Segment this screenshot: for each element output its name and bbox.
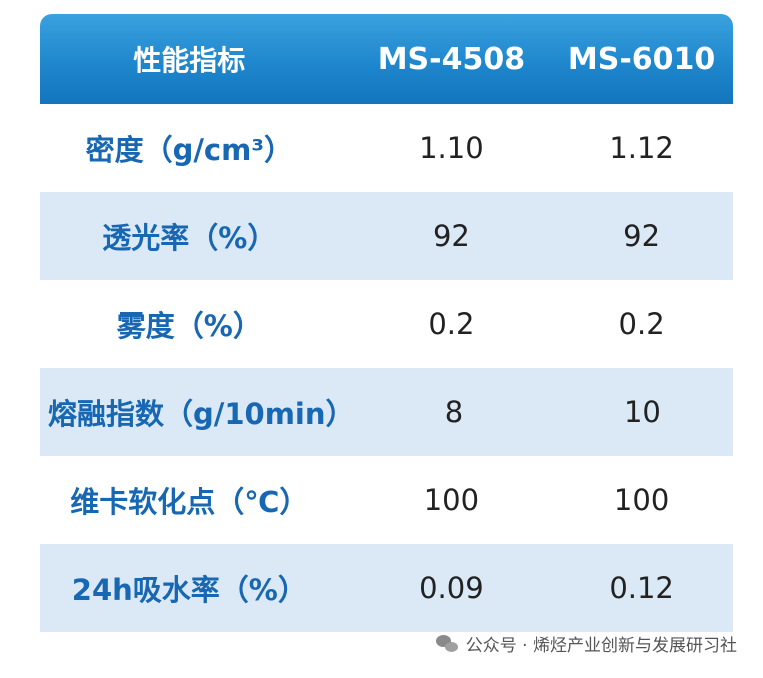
header-ms4508: MS-4508	[377, 41, 526, 77]
row-value-ms4508: 0.2	[428, 307, 475, 341]
table-row: 24h吸水率（%） 0.09 0.12	[40, 544, 733, 632]
wechat-icon	[435, 634, 460, 653]
row-value-ms4508: 92	[432, 219, 470, 253]
row-label: 维卡软化点（℃）	[70, 485, 309, 519]
row-label: 雾度（%）	[116, 309, 262, 343]
properties-table: 性能指标 MS-4508 MS-6010 密度（g/cm³） 1.10 1.12…	[40, 14, 733, 658]
table-row: 维卡软化点（℃） 100 100	[40, 456, 733, 544]
row-label: 24h吸水率（%）	[71, 573, 307, 607]
watermark-text: 公众号 · 烯烃产业创新与发展研习社	[465, 636, 737, 656]
row-label: 密度（g/cm³）	[85, 133, 294, 167]
header-property: 性能指标	[133, 44, 246, 77]
row-value-ms4508: 100	[423, 483, 480, 517]
row-value-ms6010: 92	[623, 219, 661, 253]
header-ms6010: MS-6010	[567, 41, 716, 77]
watermark: 公众号 · 烯烃产业创新与发展研习社	[435, 631, 737, 656]
row-value-ms4508: 0.09	[419, 571, 484, 605]
row-value-ms6010: 0.12	[609, 571, 674, 605]
row-value-ms4508: 8	[444, 395, 464, 429]
row-value-ms6010: 100	[613, 483, 670, 517]
table-row: 熔融指数（g/10min） 8 10	[40, 368, 733, 456]
row-value-ms6010: 0.2	[618, 307, 665, 341]
table-header: 性能指标 MS-4508 MS-6010	[40, 14, 733, 104]
row-value-ms6010: 1.12	[609, 131, 674, 165]
table-row: 密度（g/cm³） 1.10 1.12	[40, 104, 733, 192]
row-label: 透光率（%）	[102, 221, 277, 255]
table-row: 雾度（%） 0.2 0.2	[40, 280, 733, 368]
row-value-ms4508: 1.10	[419, 131, 484, 165]
row-label: 熔融指数（g/10min）	[48, 397, 355, 431]
table-row: 透光率（%） 92 92	[40, 192, 733, 280]
row-value-ms6010: 10	[623, 395, 661, 429]
